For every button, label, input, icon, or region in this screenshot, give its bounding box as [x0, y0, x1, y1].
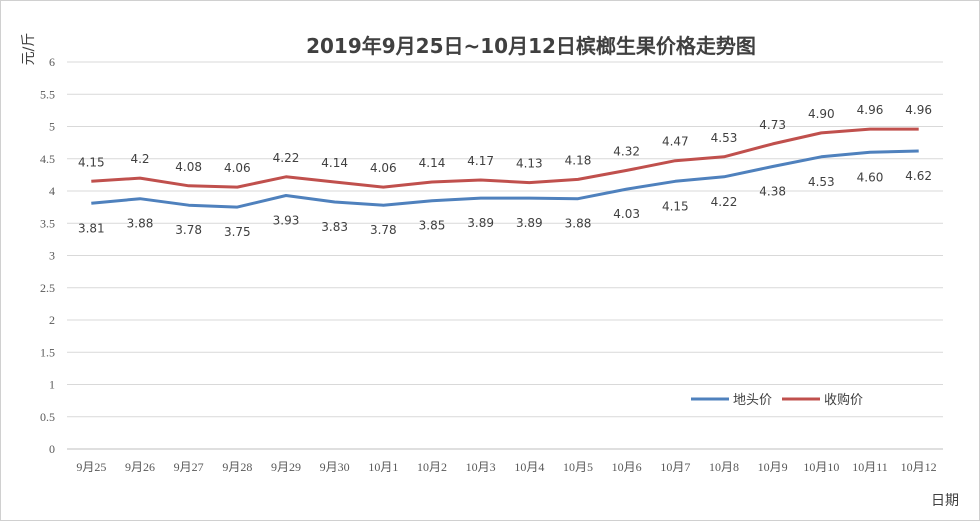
data-label: 4.38	[759, 184, 786, 198]
legend-label-dizhoujia: 地头价	[733, 393, 772, 408]
x-tick-label: 10月9	[758, 460, 788, 474]
series-line-0	[91, 149, 919, 209]
x-tick-label: 10月10	[803, 460, 839, 474]
data-label: 4.18	[565, 153, 592, 167]
data-label: 3.81	[78, 221, 105, 235]
x-tick-labels: 9月25 9月26 9月27 9月28 9月29 9月30 10月1 10月2 10月3 10月4…	[76, 460, 936, 474]
data-label: 3.89	[516, 216, 543, 230]
x-tick-label: 10月3	[466, 460, 496, 474]
x-tick-label: 9月27	[174, 460, 204, 474]
x-tick-label: 10月4	[514, 460, 544, 474]
x-tick-label: 10月8	[709, 460, 739, 474]
y-tick-label: 1.5	[40, 345, 55, 359]
data-label: 4.73	[759, 118, 786, 132]
x-tick-label: 9月25	[76, 460, 106, 474]
data-label: 4.17	[467, 154, 494, 168]
x-tick-label: 10月11	[852, 460, 888, 474]
x-tick-label: 9月26	[125, 460, 155, 474]
data-label: 4.14	[321, 156, 348, 170]
y-axis-title: 元/斤	[21, 33, 37, 66]
y-tick-label: 0	[49, 442, 55, 456]
y-tick-label: 3	[49, 249, 55, 263]
data-label: 4.96	[905, 103, 932, 117]
y-tick-label: 4.5	[40, 152, 55, 166]
legend-label-shougoujia: 收购价	[824, 392, 863, 408]
y-tick-label: 6	[49, 55, 55, 69]
y-tick-label: 3.5	[40, 216, 55, 230]
data-label: 4.2	[130, 152, 149, 166]
data-label: 4.06	[224, 161, 251, 175]
data-label: 3.85	[419, 219, 446, 233]
chart-title: 2019年9月25日~10月12日槟榔生果价格走势图	[306, 34, 756, 58]
data-labels: 3.81 3.88 3.78 3.75 3.93 3.83 3.78 3.85 3.89 3.89…	[78, 103, 932, 239]
data-label: 4.15	[78, 155, 105, 169]
y-tick-label: 0.5	[40, 410, 55, 424]
data-label: 4.08	[175, 160, 202, 174]
x-tick-label: 9月30	[320, 460, 350, 474]
x-tick-label: 10月12	[901, 460, 937, 474]
data-label: 4.22	[711, 195, 738, 209]
y-tick-label: 4	[49, 184, 55, 198]
x-tick-label: 10月6	[612, 460, 642, 474]
data-label: 4.96	[857, 103, 884, 117]
data-label: 4.13	[516, 157, 543, 171]
data-label: 4.03	[613, 207, 640, 221]
gridlines	[67, 61, 943, 450]
data-label: 3.93	[273, 214, 300, 228]
data-label: 3.88	[565, 217, 592, 231]
x-tick-label: 9月29	[271, 460, 301, 474]
x-tick-label: 10月2	[417, 460, 447, 474]
data-label: 3.88	[127, 217, 154, 231]
y-tick-labels: 0 0.5 1 1.5 2 2.5 3 3.5 4 4.5 5 5.5 6	[40, 55, 55, 456]
y-tick-label: 1	[49, 378, 55, 392]
x-tick-label: 10月7	[660, 460, 690, 474]
data-label: 4.47	[662, 135, 689, 149]
data-label: 4.15	[662, 199, 689, 213]
legend: 地头价 收购价	[691, 392, 863, 408]
data-label: 4.06	[370, 161, 397, 175]
y-tick-label: 2.5	[40, 281, 55, 295]
data-label: 4.53	[808, 175, 835, 189]
x-axis-title: 日期	[931, 493, 959, 509]
data-label: 3.78	[370, 223, 397, 237]
x-tick-label: 10月1	[368, 460, 398, 474]
data-label: 3.78	[175, 223, 202, 237]
data-label: 3.75	[224, 225, 251, 239]
data-label: 4.60	[857, 170, 884, 184]
y-tick-label: 2	[49, 313, 55, 327]
series-line-1	[91, 127, 919, 189]
data-label: 4.53	[711, 131, 738, 145]
data-label: 4.62	[905, 169, 932, 183]
data-label: 4.32	[613, 144, 640, 158]
series-lines	[91, 127, 919, 209]
x-tick-label: 10月5	[563, 460, 593, 474]
y-tick-label: 5.5	[40, 87, 55, 101]
data-label: 4.14	[419, 156, 446, 170]
data-label: 4.22	[273, 151, 300, 165]
data-label: 4.90	[808, 107, 835, 121]
data-label: 3.89	[467, 216, 494, 230]
y-tick-label: 5	[49, 120, 55, 134]
x-tick-label: 9月28	[222, 460, 252, 474]
data-label: 3.83	[321, 220, 348, 234]
